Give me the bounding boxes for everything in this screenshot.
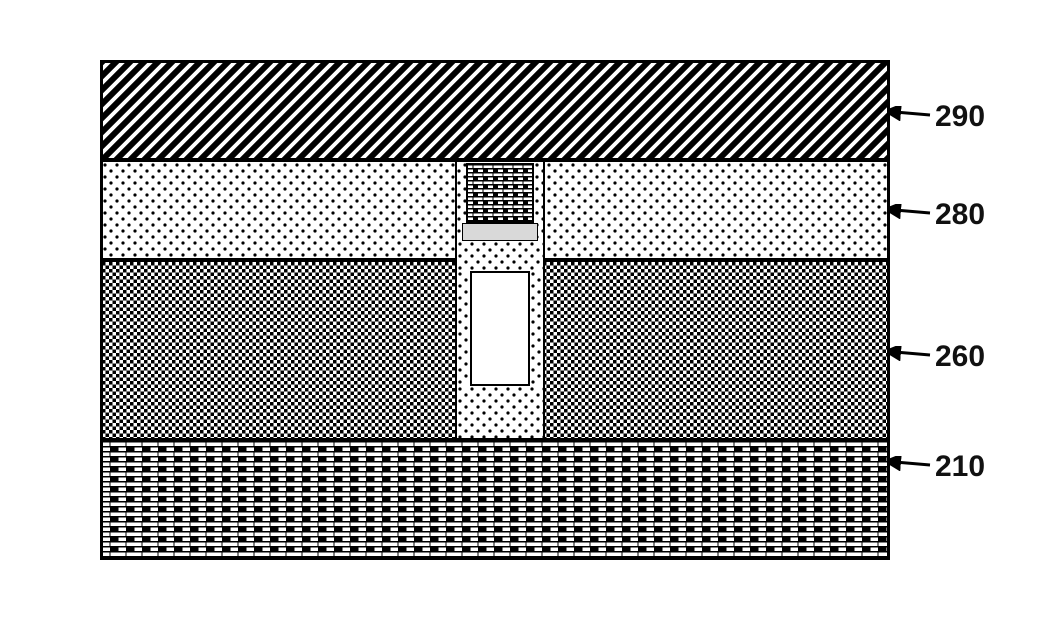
outer-frame bbox=[100, 60, 890, 560]
arrow-210 bbox=[889, 456, 936, 471]
label-280: 280 bbox=[935, 198, 985, 232]
label-text: 280 bbox=[935, 198, 985, 231]
diagram-stage: 290 280 260 210 bbox=[0, 0, 1045, 621]
label-text: 260 bbox=[935, 340, 985, 373]
label-text: 210 bbox=[935, 450, 985, 483]
arrow-290 bbox=[889, 106, 936, 121]
label-290: 290 bbox=[935, 100, 985, 134]
label-210: 210 bbox=[935, 450, 985, 484]
label-260: 260 bbox=[935, 340, 985, 374]
arrow-260 bbox=[889, 346, 936, 361]
arrow-280 bbox=[889, 204, 936, 219]
label-text: 290 bbox=[935, 100, 985, 133]
